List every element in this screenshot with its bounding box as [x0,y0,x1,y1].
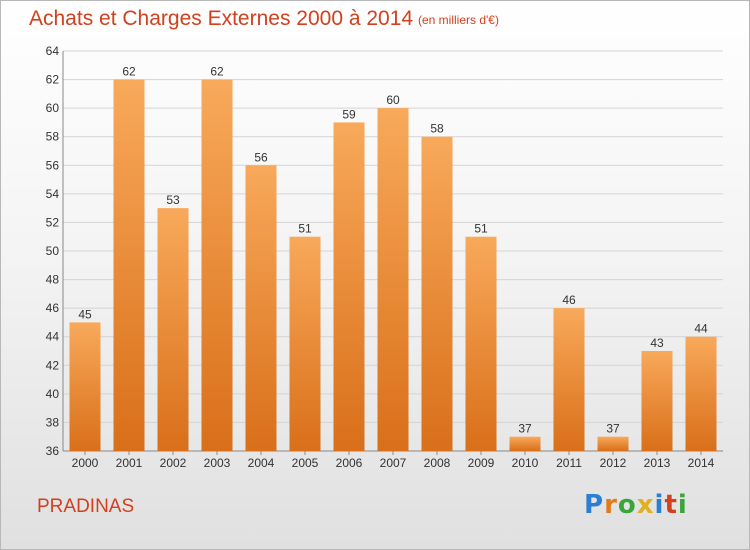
data-label: 37 [606,422,620,436]
y-tick-label: 36 [46,444,60,458]
x-tick-label: 2014 [688,456,715,470]
data-label: 62 [122,65,136,79]
data-label: 51 [474,222,488,236]
y-tick-label: 50 [46,244,60,258]
x-tick-label: 2009 [468,456,495,470]
y-tick-label: 38 [46,415,60,429]
data-label: 60 [386,93,400,107]
bar-2009 [465,236,497,451]
x-tick-label: 2013 [644,456,671,470]
y-tick-label: 56 [46,158,60,172]
x-tick-label: 2003 [204,456,231,470]
y-tick-label: 58 [46,130,60,144]
y-tick-label: 52 [46,215,60,229]
logo-letter: t [664,490,678,520]
logo-letter: P [584,490,605,520]
bar-2011 [553,308,585,451]
logo-letter: r [604,490,618,520]
logo-letter: o [617,490,637,520]
y-tick-label: 46 [46,301,60,315]
data-labels: 45 62 53 62 56 51 59 60 58 51 37 46 37 43 44 [78,65,708,436]
y-tick-label: 42 [46,358,60,372]
y-tick-label: 48 [46,273,60,287]
data-label: 53 [166,193,180,207]
bar-2003 [201,79,233,452]
bar-2008 [421,136,453,451]
proxiti-logo: Proxiti [584,490,688,520]
data-label: 43 [650,336,664,350]
bars [69,79,717,452]
data-label: 51 [298,222,312,236]
bar-2002 [157,208,189,451]
x-tick-label: 2010 [512,456,539,470]
x-tick-label: 2001 [116,456,143,470]
x-tick-label: 2011 [556,456,582,470]
y-tick-label: 62 [46,73,60,87]
x-tick-label: 2008 [424,456,451,470]
data-label: 59 [342,107,356,121]
y-tick-label: 54 [46,187,60,201]
bar-2000 [69,322,101,451]
bar-2004 [245,165,277,452]
data-label: 37 [518,422,532,436]
chart-subtitle: (en milliers d'€) [418,13,499,27]
x-tick-label: 2012 [600,456,627,470]
x-tick-label: 2005 [292,456,319,470]
data-label: 58 [430,122,444,136]
data-label: 45 [78,307,92,321]
x-tick-label: 2007 [380,456,407,470]
bar-2001 [113,79,145,452]
y-tick-label: 60 [46,101,60,115]
data-label: 62 [210,65,224,79]
x-tick-label: 2006 [336,456,363,470]
commune-name: PRADINAS [37,496,135,517]
logo-letter: i [677,490,688,520]
bar-2013 [641,351,673,451]
data-label: 44 [694,322,708,336]
x-tick-label: 2000 [72,456,99,470]
x-tick-label: 2004 [248,456,275,470]
y-tick-label: 64 [46,44,60,58]
bar-2007 [377,108,409,452]
bar-2012 [597,436,629,451]
bar-2014 [685,336,717,451]
data-label: 56 [254,150,268,164]
bar-2005 [289,236,321,451]
y-tick-label: 40 [46,387,60,401]
x-tick-label: 2002 [160,456,187,470]
y-tick-label: 44 [46,330,60,344]
bar-2010 [509,436,541,451]
bar-2006 [333,122,365,451]
logo-letter: x [636,490,655,520]
chart-title: Achats et Charges Externes 2000 à 2014 [29,7,414,30]
logo-letter: i [654,490,665,520]
data-label: 46 [562,293,576,307]
